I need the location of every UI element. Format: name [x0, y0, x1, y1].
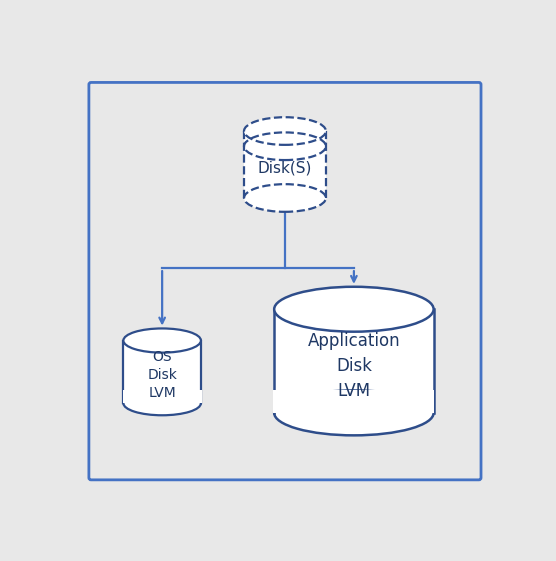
- Bar: [244, 131, 326, 198]
- Bar: [123, 341, 201, 403]
- Ellipse shape: [244, 117, 326, 145]
- Text: OS
Disk
LVM: OS Disk LVM: [147, 350, 177, 401]
- Ellipse shape: [244, 184, 326, 212]
- Text: Disk(S): Disk(S): [258, 160, 312, 176]
- Bar: [274, 389, 434, 413]
- FancyBboxPatch shape: [89, 82, 481, 480]
- Ellipse shape: [123, 391, 201, 415]
- Text: Application
Disk
LVM: Application Disk LVM: [307, 332, 400, 400]
- Bar: [274, 309, 434, 413]
- Ellipse shape: [274, 390, 434, 435]
- Ellipse shape: [274, 287, 434, 332]
- Ellipse shape: [123, 328, 201, 353]
- Bar: [122, 390, 202, 403]
